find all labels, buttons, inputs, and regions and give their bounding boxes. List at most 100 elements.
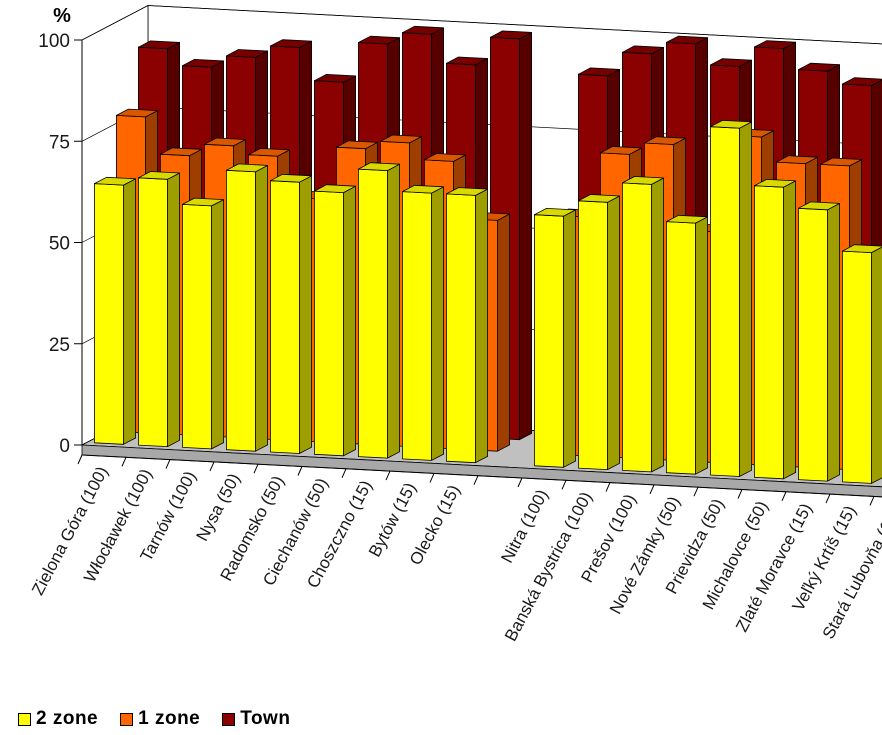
x-tick-mark xyxy=(473,475,479,485)
bar-side xyxy=(871,246,882,484)
x-tick-mark xyxy=(429,473,435,483)
bar-top xyxy=(754,178,796,188)
bar-front xyxy=(754,185,784,480)
bar-side xyxy=(695,216,708,475)
bar-side xyxy=(123,178,137,445)
bar-top xyxy=(116,108,159,118)
bar-side xyxy=(739,121,752,477)
x-tick-mark xyxy=(209,461,215,472)
bar-top xyxy=(776,155,818,165)
x-tick-mark xyxy=(781,491,787,502)
bar-front xyxy=(445,193,476,464)
bar-2-zone-michalovce-50 xyxy=(754,178,796,480)
bar-top xyxy=(622,45,664,55)
bar-side xyxy=(167,172,181,448)
bar-side xyxy=(563,209,576,468)
bar-side xyxy=(343,185,357,457)
legend-item-town: Town xyxy=(222,708,290,730)
y-tick-label: 25 xyxy=(49,335,70,356)
x-tick-mark xyxy=(517,477,523,488)
legend-swatch-2-zone xyxy=(18,712,31,726)
bar-top xyxy=(534,207,576,217)
gridline xyxy=(81,5,882,45)
category-label-banska-bystrica-100: Banská Bystrica (100) xyxy=(501,489,596,645)
bar-2-zone-prievidza-50 xyxy=(710,120,752,477)
bar-2-zone-presov-100 xyxy=(622,176,664,473)
bar-top xyxy=(842,244,882,254)
legend-label-1-zone: 1 zone xyxy=(138,708,201,729)
bar-top xyxy=(379,134,423,144)
axes xyxy=(74,39,882,506)
bar-top xyxy=(578,194,620,203)
bar-side xyxy=(475,188,489,464)
bar-2-zone-nove-zamky-50 xyxy=(666,214,708,475)
x-tick-mark xyxy=(165,459,171,469)
bar-side xyxy=(519,32,532,441)
y-tick-label: 75 xyxy=(49,132,70,153)
x-tick-mark xyxy=(693,486,699,497)
x-tick-mark xyxy=(649,484,655,495)
y-tick-label: 100 xyxy=(38,31,70,52)
bar-front xyxy=(357,168,388,459)
x-tick-mark xyxy=(121,457,127,467)
bar-top xyxy=(600,146,642,155)
bar-top xyxy=(313,184,357,194)
bar-top xyxy=(710,120,752,129)
bar-side xyxy=(607,195,620,471)
bar-front xyxy=(181,203,212,450)
bar-group xyxy=(94,25,882,484)
y-unit-label: % xyxy=(53,5,71,27)
bar-side xyxy=(651,177,664,473)
legend-item-2-zone: 2 zone xyxy=(18,708,98,730)
x-tick-mark xyxy=(253,463,259,474)
bar-2-zone-olecko-15 xyxy=(445,187,489,464)
bar-front xyxy=(225,169,256,452)
bar-top xyxy=(247,147,291,157)
legend-label-2-zone: 2 zone xyxy=(36,708,99,729)
bar-2-zone-radomsko-50 xyxy=(269,173,313,454)
bar-top xyxy=(225,49,269,58)
bar-front xyxy=(137,177,168,448)
bar-side xyxy=(255,164,269,452)
bar-top xyxy=(357,35,401,45)
bar-front xyxy=(578,200,608,471)
x-tick-mark xyxy=(869,496,875,506)
category-label-nysa-50: Nysa (50) xyxy=(193,470,244,544)
bar-top xyxy=(754,40,796,49)
bar-top xyxy=(313,74,357,83)
bar-top xyxy=(401,25,445,35)
bar-top xyxy=(798,62,840,72)
bar-front xyxy=(842,250,872,484)
legend-swatch-town xyxy=(222,712,236,726)
bar-2-zone-w-oc-awek-100 xyxy=(137,171,181,448)
bar-top xyxy=(203,137,247,147)
bar-front xyxy=(622,182,652,473)
bar-front xyxy=(401,191,432,461)
bar-front xyxy=(798,207,828,482)
bar-2-zone-zlate-moravce-15 xyxy=(798,201,840,482)
x-tick-mark xyxy=(297,466,303,476)
bar-2-zone-ciechanow-50 xyxy=(313,184,357,457)
legend-label-town: Town xyxy=(240,708,291,729)
bar-front xyxy=(666,221,696,475)
x-tick-mark xyxy=(77,454,83,465)
floor-edge xyxy=(81,444,882,498)
bar-side xyxy=(497,213,511,452)
bar-top xyxy=(401,184,445,194)
x-tick-mark xyxy=(737,489,743,499)
bar-2-zone-bytow-15 xyxy=(401,184,445,461)
bar-top xyxy=(842,77,882,86)
bar-2-zone-banska-bystrica-100 xyxy=(578,194,620,471)
bar-2-zone-velky-krtis-15 xyxy=(842,244,882,484)
bar-top xyxy=(181,59,225,68)
bar-side xyxy=(783,180,796,480)
bar-2-zone-choszczno-15 xyxy=(357,162,401,459)
bar-top xyxy=(159,147,203,157)
y-tick-label: 50 xyxy=(49,234,70,255)
bar-top xyxy=(94,176,137,186)
bar-top xyxy=(181,197,225,207)
bar-top xyxy=(622,176,664,185)
bar-top xyxy=(820,157,862,167)
bar-top xyxy=(137,171,181,180)
